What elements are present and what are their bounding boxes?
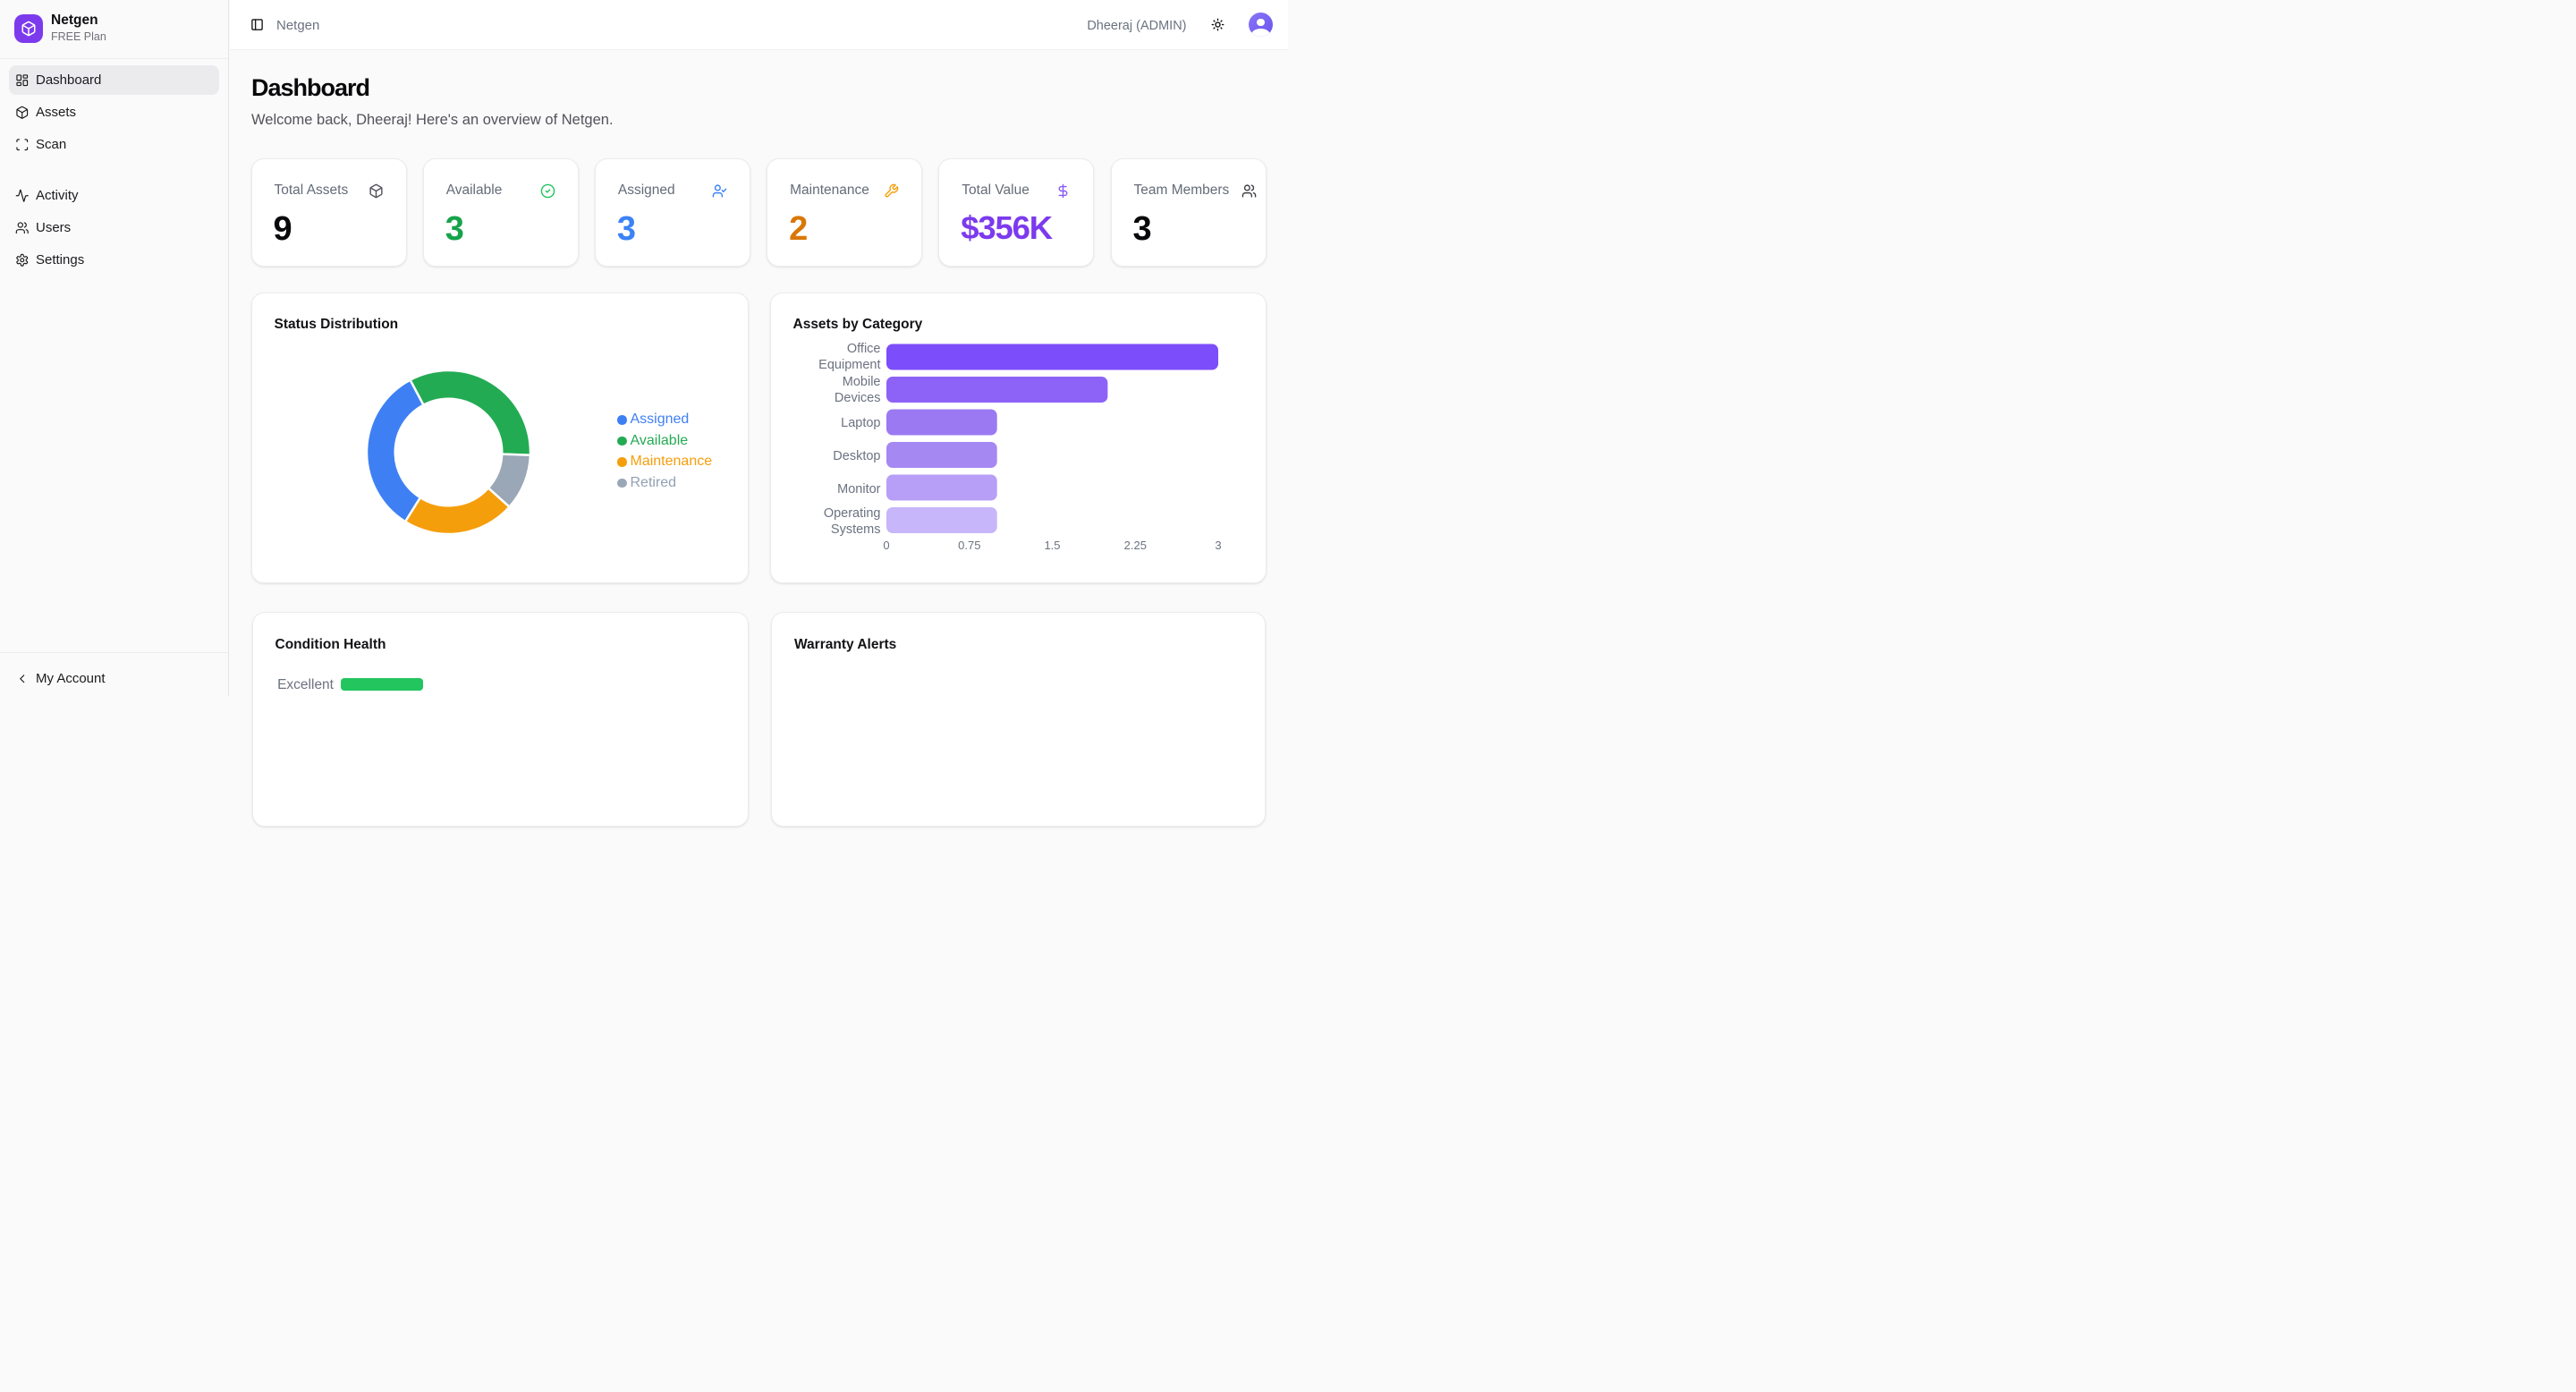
svg-text:1.5: 1.5 — [1044, 539, 1060, 552]
svg-text:2.25: 2.25 — [1123, 539, 1146, 552]
svg-text:Devices: Devices — [834, 391, 880, 405]
svg-text:Laptop: Laptop — [841, 416, 880, 430]
svg-text:3: 3 — [1215, 539, 1221, 552]
svg-text:Office: Office — [846, 342, 880, 356]
svg-text:0.75: 0.75 — [958, 539, 980, 552]
svg-text:Mobile: Mobile — [842, 375, 880, 389]
svg-text:Operating: Operating — [823, 506, 880, 521]
svg-text:Desktop: Desktop — [833, 449, 880, 463]
svg-text:Monitor: Monitor — [837, 482, 881, 497]
svg-text:Equipment: Equipment — [818, 358, 880, 372]
svg-text:0: 0 — [883, 539, 889, 552]
svg-text:Systems: Systems — [830, 522, 880, 537]
